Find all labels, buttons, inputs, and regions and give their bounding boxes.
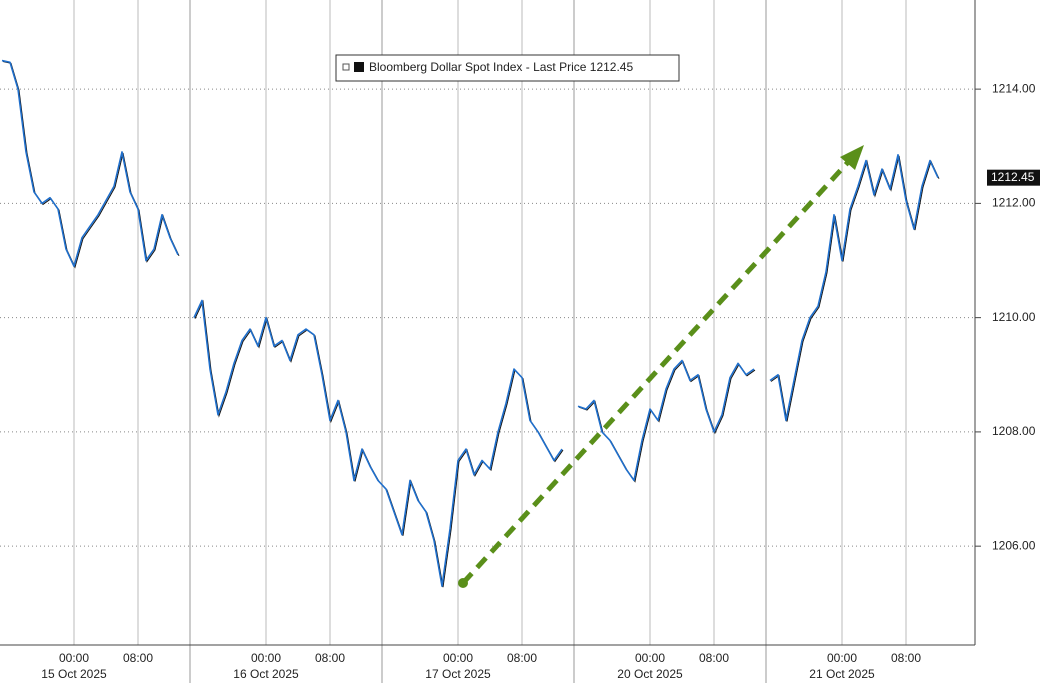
legend-last-value: 1212.45: [590, 60, 634, 74]
legend-box: [335, 54, 680, 82]
date-label: 15 Oct 2025: [41, 667, 107, 681]
legend-swatch: [354, 62, 364, 72]
trend-arrow: [458, 145, 864, 588]
y-tick-label: 1210.00: [992, 310, 1036, 324]
grid: [0, 0, 981, 683]
plot: [1, 59, 940, 588]
legend-label: Bloomberg Dollar Spot Index - Last Price…: [369, 60, 633, 74]
x-tick-label: 00:00: [827, 651, 857, 665]
y-tick-label: 1212.00: [992, 196, 1036, 210]
legend-toggle: [342, 63, 350, 71]
shadow-line: [2, 61, 940, 588]
y-tick-label: 1206.00: [992, 538, 1036, 552]
x-tick-label: 08:00: [123, 651, 153, 665]
x-tick-label: 08:00: [507, 651, 537, 665]
last-price-label: 1212.45: [991, 170, 1035, 184]
y-tick-label: 1208.00: [992, 424, 1036, 438]
x-tick-label: 08:00: [699, 651, 729, 665]
trend-arrow-start: [458, 578, 468, 588]
date-label: 16 Oct 2025: [233, 667, 299, 681]
last-price-box: [987, 169, 1040, 186]
x-tick-label: 00:00: [635, 651, 665, 665]
x-tick-label: 00:00: [59, 651, 89, 665]
series-line: [1, 59, 939, 587]
date-label: 21 Oct 2025: [809, 667, 875, 681]
trend-arrow-head: [840, 145, 864, 170]
y-tick-label: 1214.00: [992, 81, 1036, 95]
trend-arrow-line: [461, 158, 852, 585]
x-tick-label: 00:00: [251, 651, 281, 665]
date-label: 17 Oct 2025: [425, 667, 491, 681]
x-tick-label: 00:00: [443, 651, 473, 665]
x-tick-label: 08:00: [891, 651, 921, 665]
date-label: 20 Oct 2025: [617, 667, 683, 681]
x-tick-label: 08:00: [315, 651, 345, 665]
legend: Bloomberg Dollar Spot Index - Last Price…: [335, 54, 680, 82]
legend-series-name: Bloomberg Dollar Spot Index - Last Price: [369, 60, 587, 74]
